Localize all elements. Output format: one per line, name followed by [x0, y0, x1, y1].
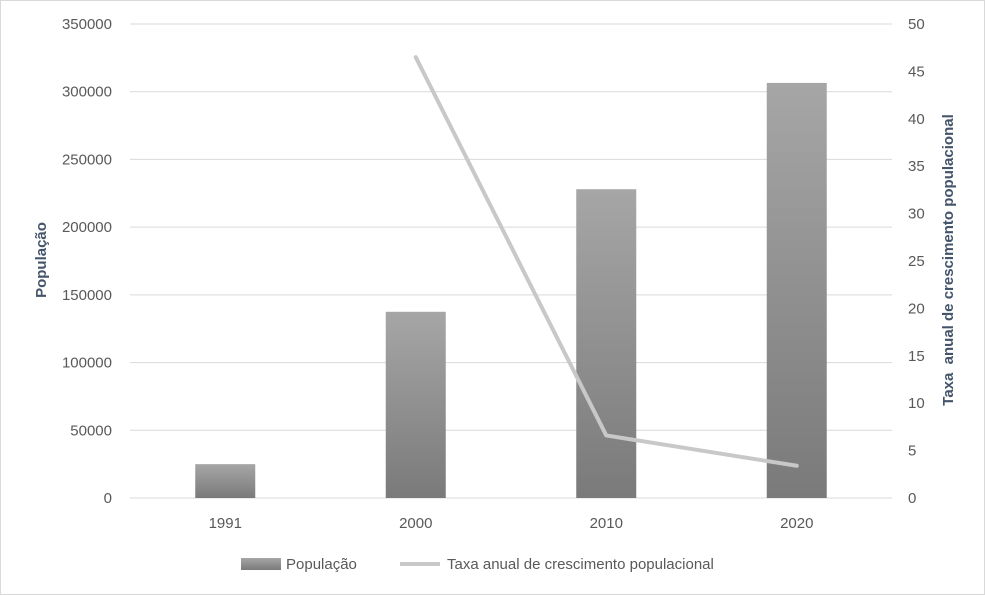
- legend-swatch-populacao: [241, 558, 281, 570]
- x-tick-label: 1991: [209, 515, 242, 532]
- left-axis-ticks: 0 50000 100000 150000 200000 250000 300000 3500…: [62, 16, 112, 507]
- gridlines: [130, 23, 892, 499]
- left-axis-title: População: [33, 222, 50, 298]
- bar-populacao-2020: [766, 82, 827, 498]
- legend-label-taxa: Taxa anual de crescimento populacional: [447, 556, 714, 573]
- right-tick-label: 40: [908, 111, 925, 128]
- right-tick-label: 35: [908, 158, 925, 175]
- right-tick-label: 45: [908, 63, 925, 80]
- right-tick-label: 50: [908, 16, 925, 33]
- right-axis-ticks: 0 5 10 15 20 25 30 35 40 45 50: [908, 16, 925, 507]
- legend-label-populacao: População: [286, 556, 357, 573]
- bar-populacao-2010: [576, 189, 637, 499]
- left-tick-label: 350000: [62, 16, 112, 33]
- right-axis-title: Taxa anual de crescimento populacional: [940, 114, 957, 405]
- bar-populacao-1991: [195, 464, 256, 498]
- x-tick-label: 2020: [780, 515, 813, 532]
- right-tick-label: 15: [908, 348, 925, 365]
- line-taxa-point: [605, 434, 607, 436]
- bar-populacao-2000: [385, 311, 446, 498]
- left-tick-label: 250000: [62, 151, 112, 168]
- left-tick-label: 150000: [62, 287, 112, 304]
- left-tick-label: 0: [104, 490, 112, 507]
- left-tick-label: 50000: [70, 422, 112, 439]
- left-tick-label: 200000: [62, 219, 112, 236]
- line-taxa-point: [796, 465, 798, 467]
- x-axis-ticks: 1991 2000 2010 2020: [209, 515, 814, 532]
- x-tick-label: 2010: [590, 515, 623, 532]
- right-tick-label: 0: [908, 490, 916, 507]
- line-series-taxa: [413, 55, 799, 468]
- right-tick-label: 25: [908, 253, 925, 270]
- right-tick-label: 30: [908, 206, 925, 223]
- x-tick-label: 2000: [399, 515, 432, 532]
- right-tick-label: 5: [908, 443, 916, 460]
- left-tick-label: 300000: [62, 84, 112, 101]
- legend: População Taxa anual de crescimento popu…: [241, 556, 714, 573]
- line-taxa-point: [415, 56, 417, 58]
- left-tick-label: 100000: [62, 355, 112, 372]
- right-tick-label: 20: [908, 300, 925, 317]
- right-tick-label: 10: [908, 395, 925, 412]
- bar-series-populacao: [195, 82, 827, 499]
